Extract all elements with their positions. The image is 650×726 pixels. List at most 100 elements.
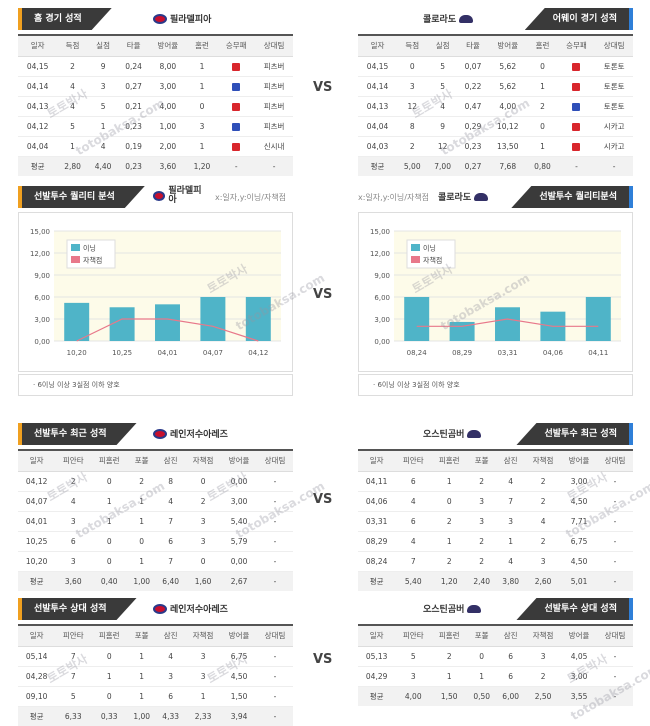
- table-cell: 1: [431, 471, 468, 492]
- table-cell: 1: [467, 666, 497, 687]
- table-cell: 4,50: [561, 491, 598, 512]
- y-tick-label: 0,00: [374, 338, 390, 346]
- table-cell: -: [597, 491, 633, 512]
- away-chart-axis-note: x:일자,y:이닝/자책점: [358, 193, 430, 202]
- table-cell: 04,13: [18, 96, 58, 117]
- table-cell: 2: [525, 491, 562, 512]
- result-cell: [557, 96, 596, 117]
- table-row: 04,04 1 4 0,19 2,00 1 신시내: [18, 136, 293, 157]
- table-cell: 1: [127, 646, 157, 667]
- table-cell: 9: [87, 56, 119, 77]
- table-cell: 0,23: [457, 136, 489, 157]
- table-cell: 04,06: [358, 491, 396, 512]
- average-cell: 2,67: [221, 571, 258, 591]
- phillies-logo-icon: [153, 428, 167, 439]
- column-header: 일자: [358, 451, 396, 472]
- average-cell: -: [257, 571, 293, 591]
- table-cell: 3,00: [148, 76, 187, 97]
- table-row: 04,03 2 12 0,23 13,50 1 시카고: [358, 136, 633, 157]
- away-note-text: 6이닝 이상 3실점 이하 양호: [377, 381, 460, 389]
- table-cell: 0: [91, 551, 128, 572]
- average-cell: 2,60: [525, 571, 562, 591]
- table-cell: 04,28: [18, 666, 56, 687]
- table-row: 05,14 7 0 1 4 3 6,75-: [18, 646, 293, 667]
- average-cell: 0,23: [118, 156, 149, 176]
- home-quality-chart: 0,00 3,00 6,00 9,00 12,00 15,00 10,20 10,25 04,0…: [18, 212, 293, 372]
- table-cell: 4: [87, 136, 119, 157]
- away-pitcher-name: 오스틴곰버: [423, 430, 465, 440]
- table-cell: -: [597, 471, 633, 492]
- table-cell: -: [597, 666, 633, 687]
- table-cell: 6: [156, 531, 186, 552]
- x-tick-label: 04,12: [248, 349, 268, 357]
- table-cell: 2: [527, 96, 558, 117]
- legend-swatch-innings: [71, 244, 80, 251]
- away-pitcher-label: 오스틴곰버: [423, 427, 482, 440]
- vs-label-1: VS: [313, 80, 333, 95]
- home-recent-tab: 선발투수 최근 성적: [18, 423, 137, 445]
- table-cell: 피츠버: [255, 56, 293, 77]
- table-row: 08,24 7 2 2 4 3 4,50-: [358, 551, 633, 572]
- table-cell: 4: [496, 471, 526, 492]
- table-cell: 1: [127, 491, 157, 512]
- table-cell: 3: [467, 511, 497, 532]
- line-earned-runs: [76, 318, 259, 342]
- column-header: 포볼: [127, 451, 157, 472]
- column-header: 삼진: [496, 451, 526, 472]
- vs-label-2: VS: [313, 287, 333, 302]
- table-cell: 4,50: [221, 666, 258, 687]
- column-header: 피홈런: [91, 451, 128, 472]
- phillies-logo-icon: [153, 13, 167, 24]
- table-cell: -: [597, 646, 633, 667]
- legend-label-innings: 이닝: [423, 244, 436, 253]
- table-cell: 6,75: [561, 531, 598, 552]
- table-cell: 0,19: [118, 136, 149, 157]
- legend-swatch-earned-runs: [71, 256, 80, 263]
- table-cell: 3: [467, 491, 497, 512]
- table-cell: 8,00: [148, 56, 187, 77]
- away-pitcher-vs-panel: 오스틴곰버 선발투수 상대 성적 일자 피안타 피홈런 포볼 삼진 자책점 방어율 상대팀 05…: [358, 598, 633, 706]
- away-vs-tab: 선발투수 상대 성적: [516, 598, 633, 620]
- table-cell: 0,23: [118, 116, 149, 137]
- x-tick-label: 03,31: [497, 349, 517, 357]
- table-row: 04,15 0 5 0,07 5,62 0 토론토: [358, 56, 633, 77]
- table-cell: 6: [496, 666, 526, 687]
- home-pitcher-vs-panel: 선발투수 상대 성적 레인저수아레즈 일자 피안타 피홈런 포볼 삼진 자책점 방어율 상대팀…: [18, 598, 293, 726]
- table-cell: 3,00: [561, 471, 598, 492]
- average-cell: 6,00: [496, 686, 526, 706]
- table-row: 04,14 4 3 0,27 3,00 1 피츠버: [18, 76, 293, 97]
- legend-label-innings: 이닝: [83, 244, 96, 253]
- table-cell: 3: [525, 551, 562, 572]
- table-cell: -: [257, 531, 293, 552]
- table-row: 04,04 8 9 0,29 10,12 0 시카고: [358, 116, 633, 137]
- table-cell: 1: [186, 76, 218, 97]
- table-cell: 1: [91, 666, 128, 687]
- table-cell: 피츠버: [255, 76, 293, 97]
- column-header: 삼진: [156, 451, 186, 472]
- loss-badge-icon: [232, 62, 241, 71]
- y-tick-label: 12,00: [370, 250, 390, 258]
- average-cell: 평균: [358, 571, 396, 591]
- column-header: 피안타: [55, 626, 92, 647]
- table-cell: 시카고: [595, 116, 633, 137]
- away-quality-team-name: 콜로라도: [438, 193, 472, 203]
- table-cell: 피츠버: [255, 116, 293, 137]
- table-cell: -: [257, 646, 293, 667]
- table-cell: 토론토: [595, 56, 633, 77]
- home-vs-tab: 선발투수 상대 성적: [18, 598, 137, 620]
- table-cell: 2: [431, 646, 468, 667]
- table-row: 10,25 6 0 0 6 3 5,79-: [18, 531, 293, 552]
- away-team-label: 콜로라도: [423, 12, 474, 25]
- table-cell: 04,11: [358, 471, 396, 492]
- table-cell: 0: [127, 531, 157, 552]
- legend-label-earned-runs: 자책점: [83, 256, 102, 265]
- column-header: 타율: [457, 36, 489, 57]
- table-cell: 5: [87, 96, 119, 117]
- x-tick-label: 04,07: [203, 349, 223, 357]
- table-cell: 04,29: [358, 666, 396, 687]
- table-cell: -: [597, 511, 633, 532]
- home-vs-pitcher-label: 레인저수아레즈: [153, 602, 228, 615]
- table-row: 04,12 2 0 2 8 0 0,00-: [18, 471, 293, 492]
- table-cell: 2: [185, 491, 222, 512]
- table-cell: 0,00: [221, 471, 258, 492]
